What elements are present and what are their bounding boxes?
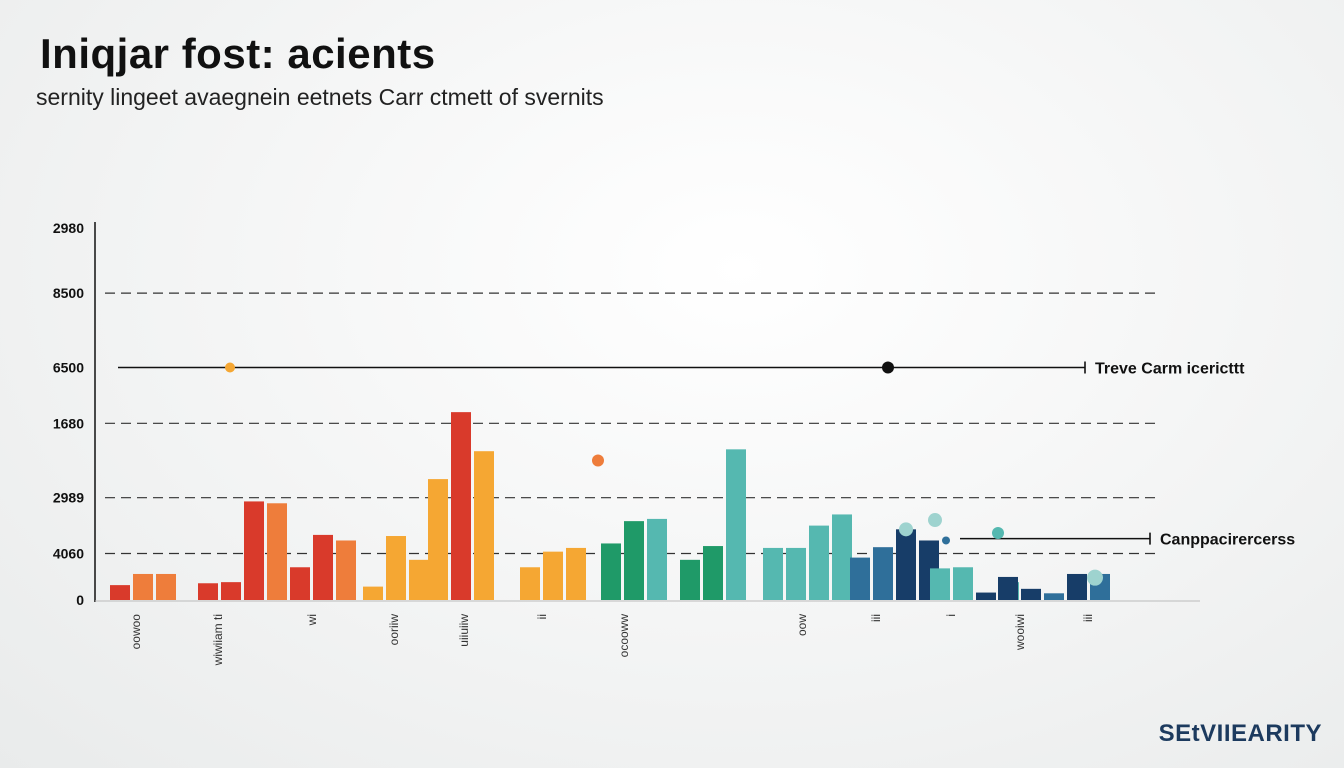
x-category-label: wooiwi — [1013, 614, 1027, 651]
bar — [763, 547, 783, 600]
bar — [624, 521, 644, 600]
x-category-label: oow — [795, 614, 809, 636]
bar — [809, 525, 829, 600]
bar — [850, 557, 870, 600]
x-category-label: ii — [535, 614, 549, 619]
x-category-label: oowoo — [129, 614, 143, 650]
bar — [726, 449, 746, 600]
x-category-label: ocooww — [617, 614, 631, 658]
bar — [953, 567, 973, 600]
chart-subtitle: sernity lingeet avaegnein eetnets Carr c… — [36, 84, 604, 110]
bar — [198, 583, 218, 600]
brand-logo: SEtVIIEARITY — [1158, 720, 1322, 747]
marker-dot — [882, 361, 894, 374]
bar — [428, 479, 448, 600]
x-category-label: iii — [1081, 614, 1095, 622]
marker-dot — [225, 362, 235, 373]
bar — [543, 551, 563, 600]
bar — [386, 536, 406, 600]
x-category-label: wiwiiam ti — [211, 614, 225, 666]
bar — [451, 412, 471, 600]
bar — [133, 573, 153, 600]
bar — [363, 586, 383, 600]
bar — [110, 585, 130, 600]
marker-dot — [899, 522, 913, 537]
bar — [244, 501, 264, 600]
reference-line-label: Canppacirercerss — [1160, 532, 1295, 549]
y-tick-label: 2989 — [53, 490, 84, 506]
x-category-label: i — [944, 614, 958, 617]
marker-dot — [928, 513, 942, 528]
x-category-label: ooriiw — [387, 614, 401, 646]
bar — [474, 451, 494, 600]
bar — [566, 547, 586, 600]
y-tick-label: 1680 — [53, 415, 84, 431]
bar — [680, 559, 700, 600]
bar — [896, 529, 916, 600]
marker-dot — [942, 536, 950, 545]
y-tick-label: 2980 — [53, 220, 84, 236]
bar — [221, 582, 241, 600]
bar — [313, 534, 333, 600]
bar — [336, 540, 356, 600]
bar — [290, 567, 310, 600]
bar — [930, 568, 950, 600]
x-category-label: uiiuiiw — [457, 614, 471, 647]
reference-line-label: Treve Carm icericttt — [1095, 361, 1245, 378]
marker-dot — [592, 454, 604, 467]
y-tick-label: 4060 — [53, 546, 84, 562]
marker-dot — [1087, 569, 1103, 586]
bar — [976, 592, 996, 600]
bar — [1067, 573, 1087, 600]
bar — [1044, 593, 1064, 600]
bar — [520, 567, 540, 600]
bar — [832, 514, 852, 600]
bar — [1021, 588, 1041, 600]
y-tick-label: 8500 — [53, 285, 84, 301]
marker-dot — [992, 527, 1004, 540]
bar — [156, 573, 176, 600]
bar — [601, 543, 621, 600]
x-category-label: wi — [305, 614, 319, 626]
bar — [998, 576, 1018, 600]
bar — [409, 559, 429, 600]
chart-title: Iniqjar fost: acients — [40, 30, 436, 77]
y-tick-label: 6500 — [53, 360, 84, 376]
bar — [267, 503, 287, 600]
x-category-label: iii — [869, 614, 883, 622]
y-tick-label: 0 — [76, 592, 84, 608]
bar — [647, 518, 667, 600]
bar — [786, 547, 806, 600]
bar — [873, 547, 893, 600]
bar — [703, 546, 723, 600]
